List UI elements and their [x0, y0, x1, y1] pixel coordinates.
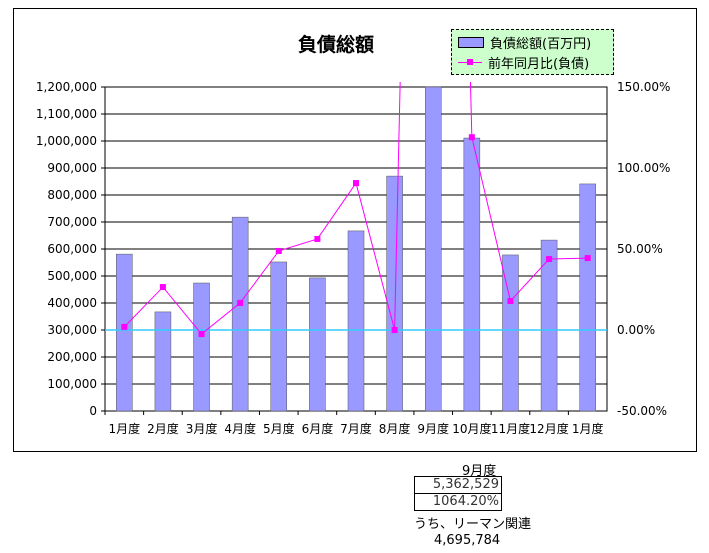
x-tick-label: 4月度	[224, 421, 256, 436]
y-left-tick-label: 600,000	[47, 242, 97, 256]
note-sub-label: うち、リーマン関連	[414, 517, 532, 532]
line-point	[584, 255, 591, 262]
x-tick-label: 11月度	[491, 421, 530, 436]
x-tick-label: 8月度	[379, 421, 411, 436]
bar	[424, 86, 442, 412]
legend-bar-swatch	[458, 37, 484, 48]
bar	[579, 183, 596, 412]
bar	[463, 137, 481, 412]
bar	[154, 311, 172, 412]
y-left-tick-label: 400,000	[47, 296, 97, 310]
bar	[231, 216, 249, 412]
line-point	[468, 134, 475, 141]
note-label: 9月度	[462, 464, 497, 479]
y-left-tick-label: 1,200,000	[36, 80, 97, 94]
x-tick-label: 2月度	[147, 421, 179, 436]
y-left-tick-label: 100,000	[47, 377, 97, 391]
bar	[347, 230, 365, 412]
legend-line-swatch	[458, 59, 482, 65]
line-point	[507, 298, 514, 305]
line-point	[121, 323, 128, 330]
note-ratio: 1064.20%	[414, 493, 502, 511]
x-tick-label: 7月度	[340, 421, 372, 436]
bar	[386, 175, 403, 412]
y-right-tick-label: 50.00%	[617, 242, 663, 256]
line-point	[159, 284, 166, 291]
line-point	[275, 247, 282, 254]
bar	[116, 253, 133, 412]
line-point	[391, 327, 398, 333]
bar	[502, 254, 519, 412]
x-tick-label: 9月度	[417, 421, 449, 436]
y-left-tick-label: 500,000	[47, 269, 97, 283]
note-sub-value: 4,695,784	[434, 533, 501, 548]
chart-frame	[13, 8, 697, 452]
x-tick-label: 3月度	[186, 421, 218, 436]
y-left-tick-label: 900,000	[47, 161, 97, 175]
legend-bar-label: 負債総額(百万円)	[490, 37, 592, 52]
y-left-tick-label: 0	[89, 404, 97, 418]
x-tick-label: 6月度	[302, 421, 334, 436]
line-point	[546, 256, 553, 263]
note-value: 5,362,529	[414, 476, 502, 494]
line-point	[314, 235, 321, 242]
x-tick-label: 12月度	[529, 421, 568, 436]
y-left-tick-label: 300,000	[47, 323, 97, 337]
x-tick-label: 1月度	[108, 421, 140, 436]
y-left-tick-label: 700,000	[47, 215, 97, 229]
y-left-tick-label: 800,000	[47, 188, 97, 202]
line-point	[353, 180, 359, 187]
y-right-tick-label: 0.00%	[617, 323, 655, 337]
line-point	[237, 299, 244, 306]
line-point	[198, 331, 205, 338]
bar	[193, 282, 210, 412]
x-tick-label: 10月度	[452, 421, 491, 436]
x-tick-label: 1月度	[572, 421, 604, 436]
x-tick-label: 5月度	[263, 421, 295, 436]
y-right-tick-label: 150.00%	[617, 80, 670, 94]
y-left-tick-label: 1,000,000	[36, 134, 97, 148]
bar	[540, 239, 558, 412]
y-right-tick-label: 100.00%	[617, 161, 670, 175]
y-left-tick-label: 200,000	[47, 350, 97, 364]
chart-title: 負債総額	[298, 34, 375, 56]
legend-line-label: 前年同月比(負債)	[488, 57, 590, 72]
y-left-tick-label: 1,100,000	[36, 107, 97, 121]
y-right-tick-label: -50.00%	[617, 404, 667, 418]
bar	[270, 261, 288, 412]
bar	[309, 277, 326, 412]
legend: 負債総額(百万円) 前年同月比(負債)	[451, 29, 614, 75]
